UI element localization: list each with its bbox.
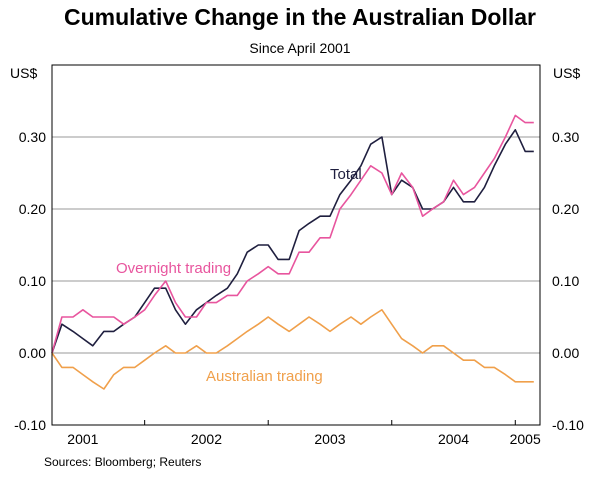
y-tick-labels-left: -0.10 0.00 0.10 0.20 0.30 (14, 129, 46, 433)
series-line-total (51, 129, 534, 354)
y-axis-unit-right: US$ (553, 65, 580, 81)
y-tick-label-left: -0.10 (14, 417, 46, 433)
y-tick-label-left: 0.00 (19, 345, 46, 361)
x-tick-label: 2001 (67, 431, 98, 447)
chart-subtitle: Since April 2001 (249, 40, 351, 56)
plot-frame (51, 64, 541, 426)
x-tick-label: 2002 (191, 431, 222, 447)
x-ticks (144, 420, 516, 425)
y-tick-label-left: 0.10 (19, 273, 46, 289)
source-note: Sources: Bloomberg; Reuters (44, 455, 202, 469)
chart-title: Cumulative Change in the Australian Doll… (63, 4, 536, 30)
y-tick-label-left: 0.30 (19, 129, 46, 145)
y-tick-label-right: 0.30 (552, 129, 579, 145)
annotation-total: Total (330, 166, 362, 183)
y-tick-label-right: 0.10 (552, 273, 579, 289)
annotation-overnight-trading: Overnight trading (116, 260, 231, 277)
x-tick-label: 2005 (510, 431, 541, 447)
y-tick-label-right: 0.00 (552, 345, 579, 361)
y-tick-label-right: 0.20 (552, 201, 579, 217)
annotation-australian-trading: Australian trading (206, 368, 323, 385)
series-layer (51, 114, 534, 390)
y-tick-label-left: 0.20 (19, 201, 46, 217)
y-tick-labels-right: -0.10 0.00 0.10 0.20 0.30 (552, 129, 584, 433)
series-line-australian-trading (51, 308, 534, 390)
y-tick-label-right: -0.10 (552, 417, 584, 433)
series-line-overnight-trading (51, 114, 534, 354)
x-tick-labels: 2001 2002 2003 2004 2005 (67, 431, 541, 447)
x-tick-label: 2003 (314, 431, 345, 447)
y-axis-unit-left: US$ (10, 65, 37, 81)
x-tick-label: 2004 (438, 431, 469, 447)
